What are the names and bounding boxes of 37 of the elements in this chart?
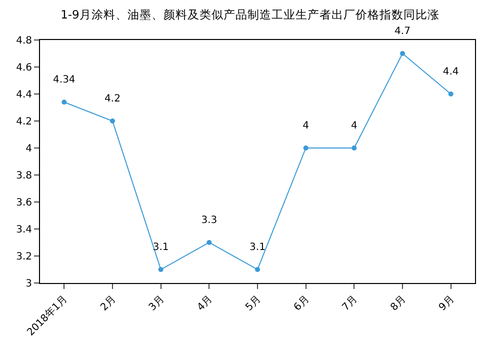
point [206,240,212,245]
point [158,267,164,272]
data-label: 4 [302,120,310,132]
point [255,267,260,272]
data-label: 3.1 [152,242,169,253]
y-tick-label: 3.4 [16,224,32,236]
data-label: 4.7 [394,26,410,37]
x-tick-label: 2月 [98,294,118,314]
y-tick-label: 3 [26,278,32,290]
y-tick-label: 3.2 [16,252,32,262]
x-tick-label: 3月 [147,294,166,314]
x-tick-label: 6月 [292,294,312,314]
point [352,146,357,150]
y-tick-label: 4 [26,144,32,154]
point [400,51,405,56]
y-tick-label: 3.8 [16,170,32,182]
data-label: 3.3 [201,214,218,226]
y-tick-label: 3.6 [16,198,32,208]
x-tick-label: 9月 [437,294,456,314]
point [448,92,454,96]
data-label: 4.2 [104,93,120,104]
data-label: 4.34 [53,74,76,86]
x-tick-label: 8月 [388,294,408,314]
y-tick-label: 4.4 [16,90,32,100]
data-label: 4.4 [442,66,459,78]
x-tick-label: 7月 [340,294,360,314]
point [110,118,115,124]
chart-title: 1-9月涂料、油墨、颜料及类似产品制造工业生产者出厂价格指数同比涨 [60,8,440,22]
y-tick-label: 4.6 [16,62,32,74]
x-tick-label: 4月 [195,294,215,314]
point [303,146,308,150]
y-tick-label: 4.2 [16,116,32,128]
data-label: 4 [350,120,358,132]
data-label: 3.1 [250,242,266,253]
x-tick-label: 5月 [244,294,264,314]
point [62,100,67,105]
y-tick-label: 4.8 [16,36,32,46]
